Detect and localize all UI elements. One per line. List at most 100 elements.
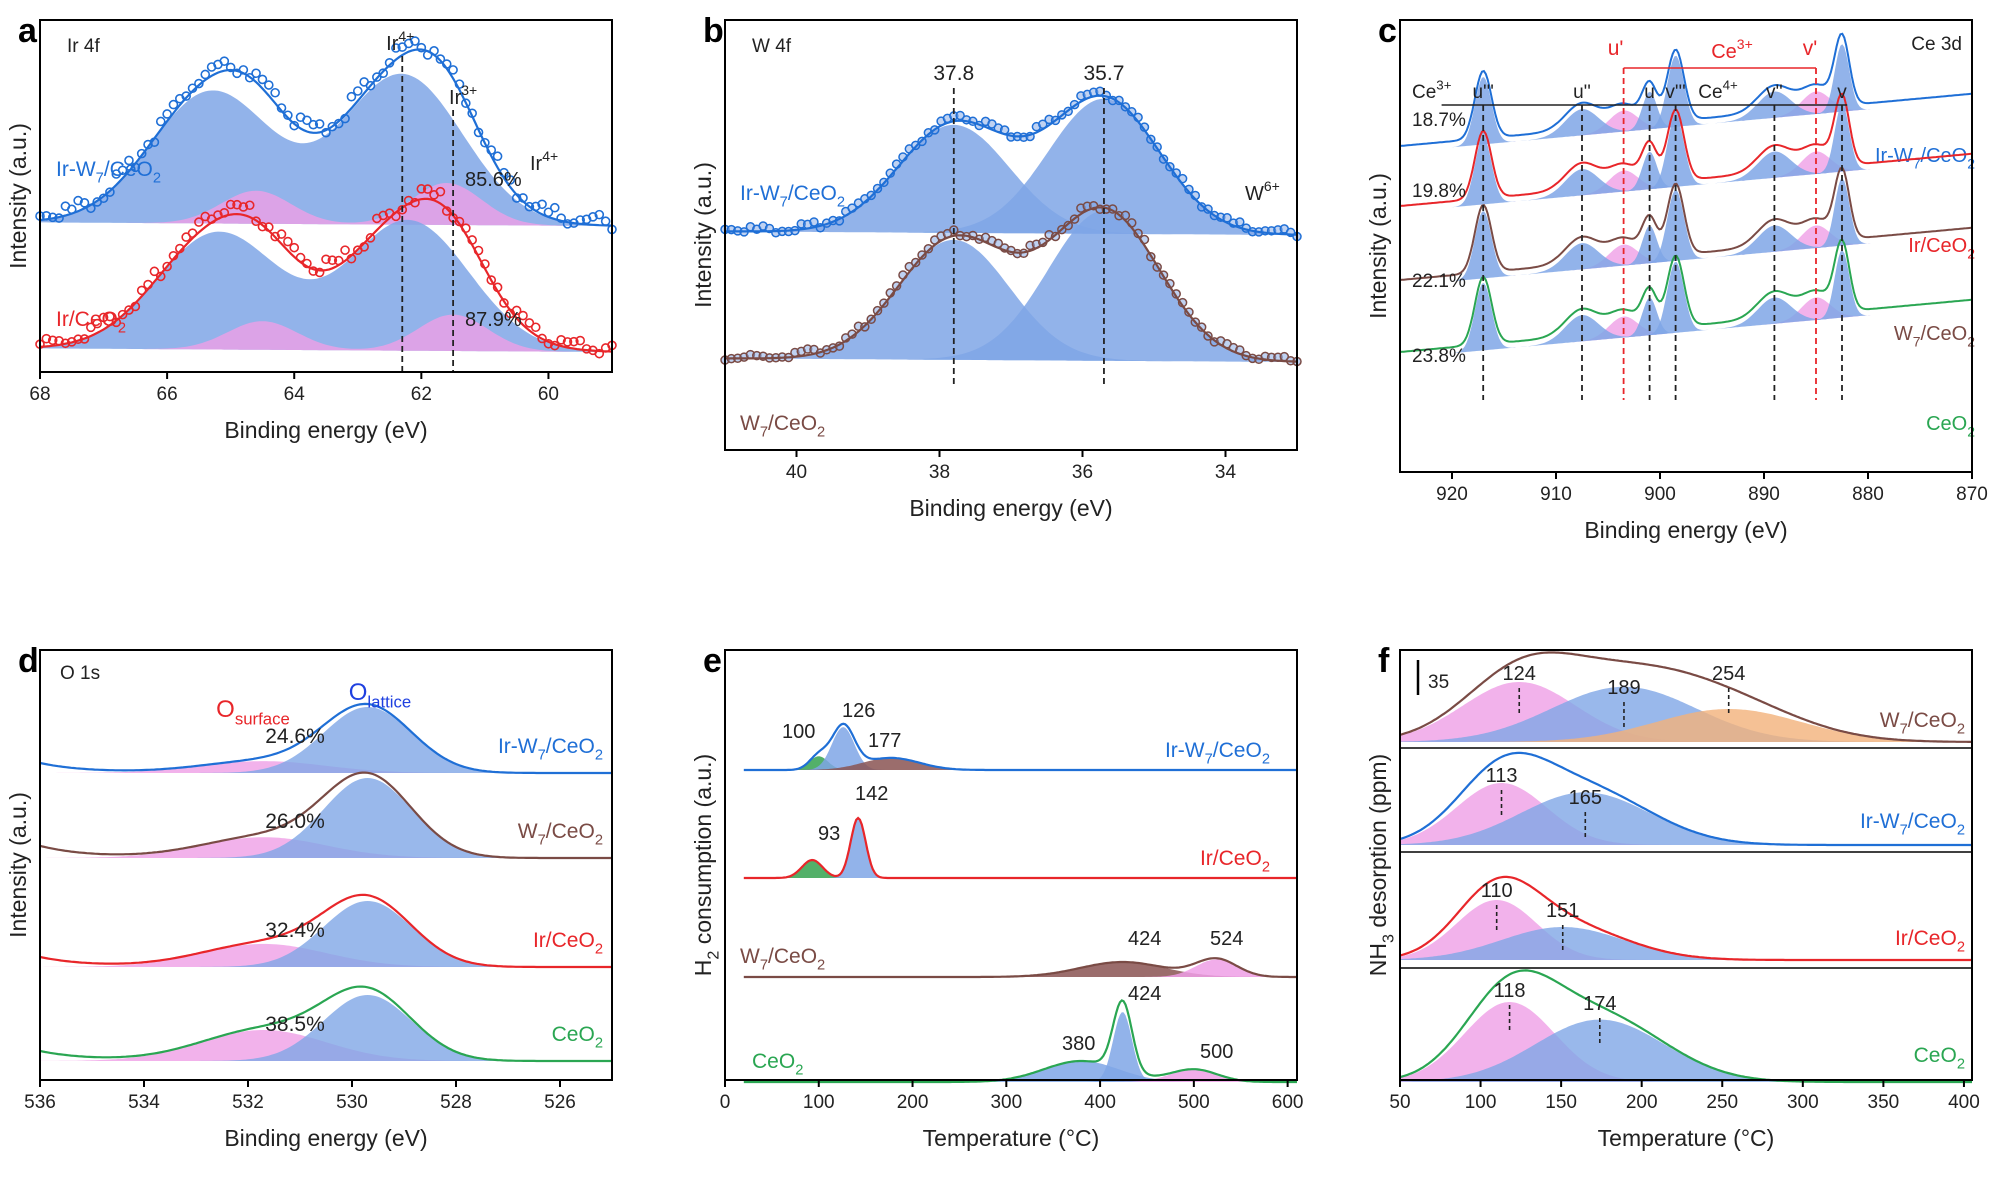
desorption-peak-fill: [1400, 927, 1972, 960]
data-point: [588, 212, 598, 222]
data-point: [194, 217, 204, 227]
reduction-peak-fill: [743, 727, 1297, 770]
x-axis-label: Binding energy (eV): [224, 417, 427, 443]
data-point: [168, 99, 179, 110]
panel-e: Ir-W7/CeO2Ir/CeO2W7/CeO2CeO2100126177931…: [690, 642, 1303, 1151]
data-point: [41, 333, 52, 344]
plot-frame: [1399, 649, 1973, 1081]
data-point: [435, 186, 446, 197]
series-label: Ir/CeO2: [533, 929, 603, 958]
peak-label: 524: [1210, 928, 1243, 950]
data-point: [73, 195, 83, 206]
data-point: [283, 236, 293, 247]
reference-label: Ir3+: [449, 82, 477, 109]
percent-label: 18.7%: [1412, 110, 1466, 131]
group-label: Ce4+: [1698, 77, 1738, 103]
x-tick-label: 400: [1084, 1092, 1116, 1113]
peak-label: v''': [1665, 82, 1685, 103]
x-tick-label: 200: [897, 1092, 929, 1113]
data-point: [225, 62, 236, 73]
tpd-line-CeO2: [1399, 969, 1972, 1084]
series-label: Ir-W7/CeO2: [56, 158, 161, 187]
fit-line-Ir/CeO2: [39, 197, 613, 353]
data-point: [416, 184, 427, 194]
data-point: [530, 322, 541, 333]
x-tick-label: 150: [1545, 1092, 1577, 1113]
x-tick-label: 300: [1787, 1092, 1819, 1113]
x-tick-label: 500: [1178, 1092, 1210, 1113]
y-axis-label: NH3 desorption (ppm): [1365, 754, 1397, 976]
data-point: [321, 254, 331, 265]
panel-letter: d: [18, 642, 39, 680]
data-point: [308, 119, 319, 130]
data-point: [594, 209, 605, 220]
x-tick-label: 62: [411, 384, 432, 405]
series-label: Ir-W7/CeO2: [1165, 739, 1270, 768]
data-point: [263, 80, 274, 90]
data-point: [289, 242, 300, 253]
data-point: [327, 255, 338, 266]
data-point: [955, 110, 965, 121]
data-point: [117, 165, 128, 176]
w-component-fill: [725, 239, 1297, 362]
x-tick-label: 350: [1868, 1092, 1900, 1113]
data-point: [346, 91, 357, 102]
data-point: [79, 198, 90, 208]
ce3-peak-label: v': [1803, 37, 1818, 60]
panel-c: 18.7%Ir-W7/CeO219.8%Ir/CeO222.1%W7/CeO22…: [1365, 12, 1988, 543]
data-point: [155, 116, 166, 127]
panel-title: Ir 4f: [67, 36, 100, 57]
peak-label: v: [1837, 82, 1847, 103]
x-tick-label: 36: [1072, 462, 1093, 483]
peak-label: 118: [1494, 980, 1526, 1002]
peak-label: 37.8: [933, 62, 974, 85]
data-point: [492, 151, 503, 162]
data-point: [391, 43, 401, 53]
x-tick-label: 40: [786, 462, 807, 483]
panel-letter: c: [1378, 12, 1397, 50]
y-axis-label: H2 consumption (a.u.): [690, 754, 722, 976]
x-tick-label: 60: [538, 384, 559, 405]
data-point: [365, 233, 376, 243]
data-point: [1235, 217, 1245, 227]
lattice-label: Olattice: [349, 679, 412, 712]
data-point: [98, 312, 109, 323]
series-label: Ir/CeO2: [1908, 235, 1975, 261]
x-tick-label: 534: [128, 1092, 160, 1113]
desorption-peak-fill: [1400, 709, 1972, 742]
x-tick-label: 68: [29, 384, 50, 405]
series-label: CeO2: [552, 1023, 603, 1052]
data-point: [314, 267, 325, 278]
reduction-peak-fill: [743, 860, 1297, 878]
panel-letter: b: [703, 12, 724, 50]
data-point: [575, 335, 586, 346]
x-tick-label: 400: [1948, 1092, 1980, 1113]
peak-label: u'': [1573, 82, 1591, 103]
data-point: [410, 36, 420, 46]
data-point: [461, 98, 471, 109]
peak-label: 174: [1583, 993, 1616, 1015]
data-point: [257, 221, 268, 232]
peak-label: 424: [1128, 983, 1161, 1005]
reference-label: Ir4+: [386, 28, 414, 55]
peak-label: u''': [1472, 82, 1493, 103]
reduction-peak-fill: [743, 757, 1297, 770]
panel-f: W7/CeO2 124 189 254 Ir-W7/CeO2 113 165 Ir/CeO2 1…: [1365, 642, 1980, 1151]
plot-frame: [724, 649, 1298, 1081]
data-point: [518, 310, 528, 321]
spectrum-W7/CeO2: [39, 771, 612, 860]
data-point: [314, 119, 325, 129]
ir3-component-fill: [40, 314, 612, 352]
tpd-line-Ir-W7/CeO2: [1399, 751, 1972, 847]
data-point: [448, 65, 458, 75]
data-point: [232, 199, 242, 210]
group-label: Ce3+: [1412, 77, 1452, 103]
data-point: [124, 155, 134, 166]
lattice-component-fill: [40, 901, 612, 967]
panel-b: Ir-W7/CeO2 W7/CeO2 37.8 35.7 W6+ W 4f 40 38 36 34…: [690, 12, 1302, 521]
x-tick-label: 34: [1215, 462, 1237, 483]
x-axis-label: Binding energy (eV): [909, 495, 1112, 521]
data-point: [92, 318, 102, 329]
peak-label: 113: [1486, 765, 1518, 787]
